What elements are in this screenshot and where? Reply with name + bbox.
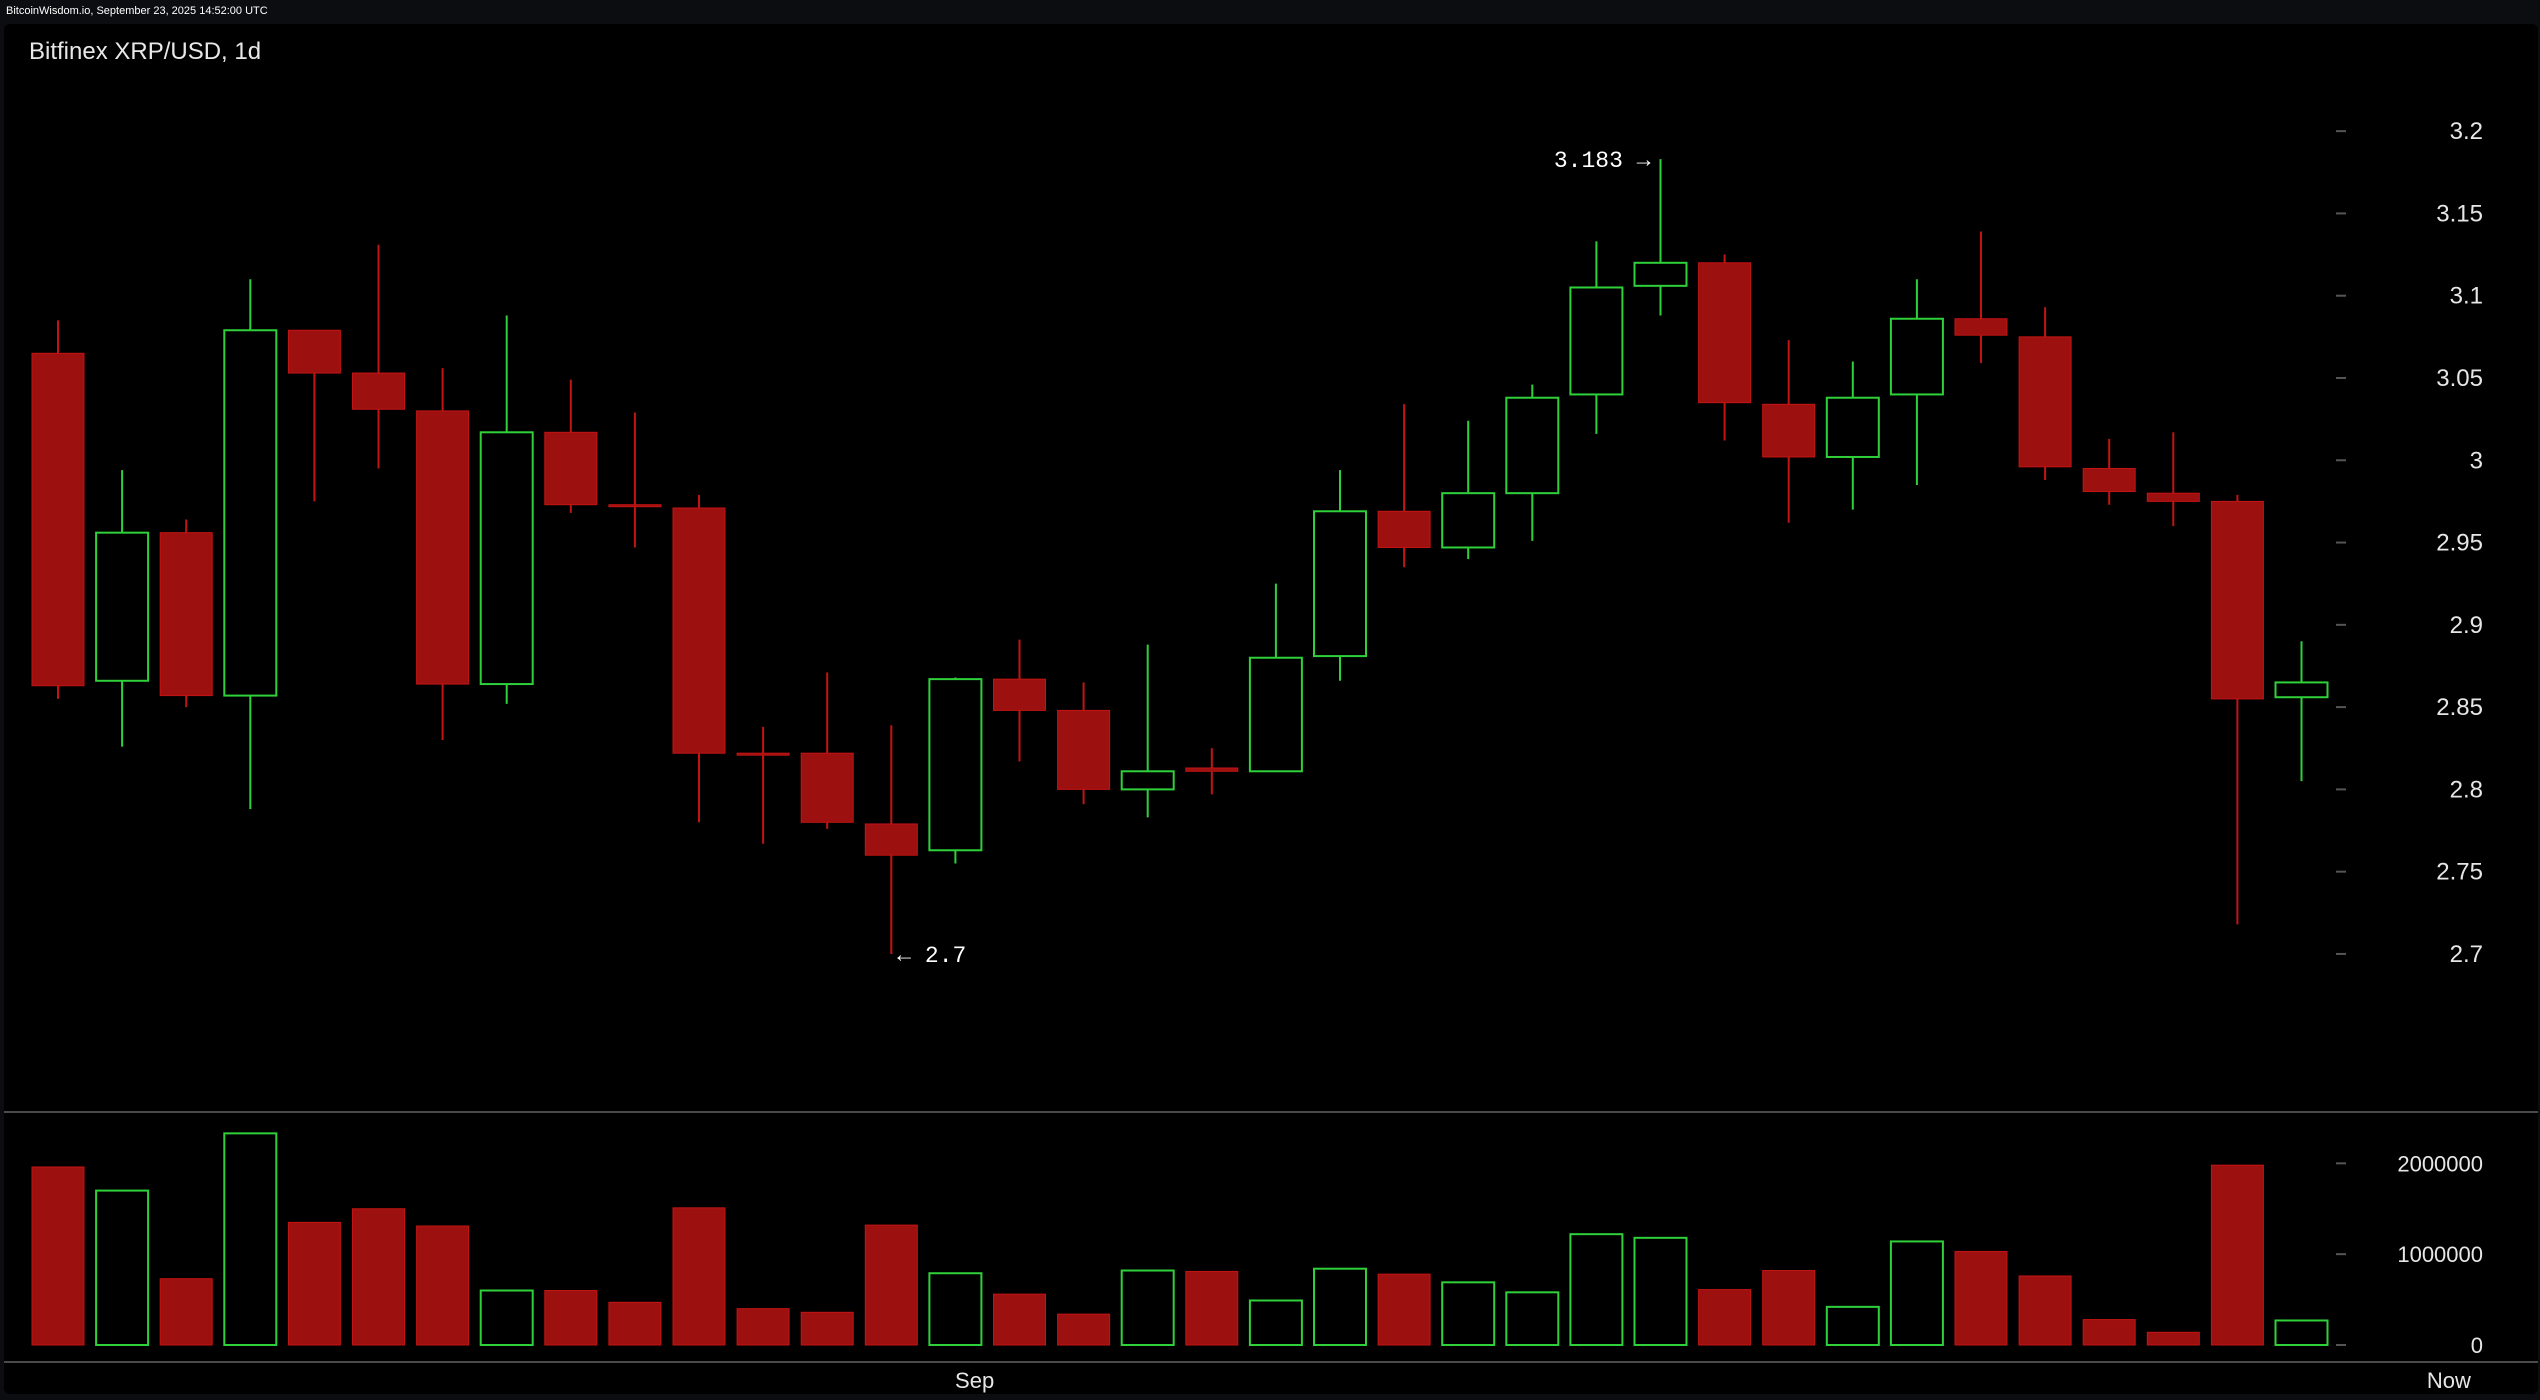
price-tick-label: 3 <box>2470 447 2483 474</box>
price-tick-label: 3.1 <box>2450 283 2483 310</box>
volume-bar-up <box>1889 1240 1944 1346</box>
price-tick-label: 2.75 <box>2436 859 2483 886</box>
candle-body-up <box>1633 261 1688 287</box>
candle-body-down <box>2082 467 2136 493</box>
candle-body-up <box>479 431 534 686</box>
volume-bar-down <box>352 1208 405 1346</box>
volume-bar-down <box>800 1311 854 1346</box>
volume-bar-up <box>479 1289 534 1346</box>
candle-body-down <box>1698 262 1752 404</box>
volume-bar-up <box>1120 1269 1175 1347</box>
volume-bar-up <box>95 1189 150 1347</box>
candles <box>31 159 2329 954</box>
volume-bar-up <box>1569 1233 1624 1347</box>
volume-tick-label: 0 <box>2471 1333 2483 1358</box>
candle-body-down <box>159 532 213 697</box>
price-tick-label: 3.2 <box>2450 118 2483 145</box>
candle-body-up <box>95 531 150 682</box>
volume-bar-down <box>2018 1275 2072 1346</box>
volume-bar-up <box>2274 1319 2329 1346</box>
time-axis: Sep Now <box>955 1368 2471 1393</box>
volume-bar-down <box>544 1290 598 1346</box>
volume-bar-down <box>1377 1273 1431 1346</box>
candle-body-up <box>1313 510 1367 658</box>
candle-body-down <box>800 752 854 823</box>
price-tick-label: 2.85 <box>2436 694 2483 721</box>
candle-body-down <box>736 752 790 756</box>
volume-bar-down <box>2082 1319 2136 1346</box>
candle-body-up <box>1569 286 1624 396</box>
volume-bar-down <box>993 1293 1046 1346</box>
volume-bar-down <box>287 1221 341 1346</box>
volume-bars <box>31 1132 2329 1347</box>
candle-body-down <box>352 372 405 410</box>
candle-body-up <box>1505 396 1560 495</box>
candle-body-down <box>672 507 726 754</box>
candle-body-down <box>2018 336 2072 468</box>
price-tick-label: 2.8 <box>2450 776 2483 803</box>
price-tick-label: 2.95 <box>2436 530 2483 557</box>
candle-body-up <box>1825 396 1880 458</box>
volume-bar-down <box>1057 1313 1111 1346</box>
candle-body-up <box>1120 770 1175 791</box>
candle-body-down <box>864 823 918 856</box>
pair-title: Bitfinex XRP/USD, 1d <box>29 38 261 65</box>
price-axis: 3.2 3.15 3.1 3.05 3 2.95 2.9 2.85 2.8 2.75 2.7 <box>2336 118 2483 968</box>
volume-bar-up <box>223 1132 278 1346</box>
volume-bar-up <box>1505 1291 1560 1346</box>
volume-bar-down <box>608 1301 662 1346</box>
candle-body-up <box>1889 317 1944 396</box>
candle-body-up <box>2274 681 2329 699</box>
volume-bar-down <box>1185 1270 1239 1346</box>
price-tick-label: 3.05 <box>2436 365 2483 392</box>
candle-body-up <box>1248 656 1303 773</box>
candle-body-down <box>2146 492 2200 502</box>
volume-bar-down <box>672 1207 726 1346</box>
candle-body-down <box>608 504 662 508</box>
candle-body-up <box>223 329 278 697</box>
volume-bar-down <box>1698 1289 1752 1346</box>
volume-bar-down <box>736 1308 790 1346</box>
candle-body-down <box>1762 403 1816 458</box>
volume-bar-down <box>1762 1270 1816 1346</box>
price-tick-label: 2.9 <box>2450 612 2483 639</box>
volume-bar-down <box>159 1278 213 1346</box>
watermark-text: BitcoinWisdom.io, September 23, 2025 14:… <box>6 5 268 17</box>
candle-body-down <box>993 678 1046 711</box>
candle-body-down <box>1185 767 1239 772</box>
volume-bar-down <box>864 1224 918 1346</box>
high-annotation: 3.183 → <box>1554 148 1651 174</box>
candle-body-down <box>1057 709 1111 790</box>
price-tick-label: 3.15 <box>2436 200 2483 227</box>
volume-bar-down <box>2210 1164 2264 1346</box>
candle-body-down <box>31 352 85 687</box>
volume-bar-down <box>31 1166 85 1346</box>
volume-bar-up <box>1825 1305 1880 1346</box>
candle-body-down <box>416 410 470 685</box>
volume-bar-up <box>928 1272 983 1347</box>
volume-axis: 2000000 1000000 0 <box>2336 1151 2483 1358</box>
time-tick-label: Now <box>2427 1368 2471 1393</box>
candle-body-down <box>1954 318 2008 336</box>
volume-bar-up <box>1633 1236 1688 1346</box>
low-annotation: ← 2.7 <box>897 943 966 969</box>
candle-body-up <box>1441 492 1496 549</box>
price-tick-label: 2.7 <box>2450 941 2483 968</box>
candle-body-down <box>544 431 598 506</box>
volume-bar-down <box>416 1225 470 1346</box>
candle-body-up <box>928 678 983 852</box>
volume-tick-label: 2000000 <box>2397 1151 2483 1176</box>
candle-body-down <box>1377 510 1431 548</box>
volume-bar-down <box>2146 1331 2200 1346</box>
volume-tick-label: 1000000 <box>2397 1242 2483 1267</box>
volume-bar-up <box>1248 1299 1303 1347</box>
time-tick-label: Sep <box>955 1368 994 1393</box>
candle-body-down <box>2210 500 2264 700</box>
volume-bar-up <box>1313 1267 1367 1346</box>
volume-bar-down <box>1954 1250 2008 1346</box>
candle-body-down <box>287 329 341 374</box>
volume-bar-up <box>1441 1281 1496 1346</box>
